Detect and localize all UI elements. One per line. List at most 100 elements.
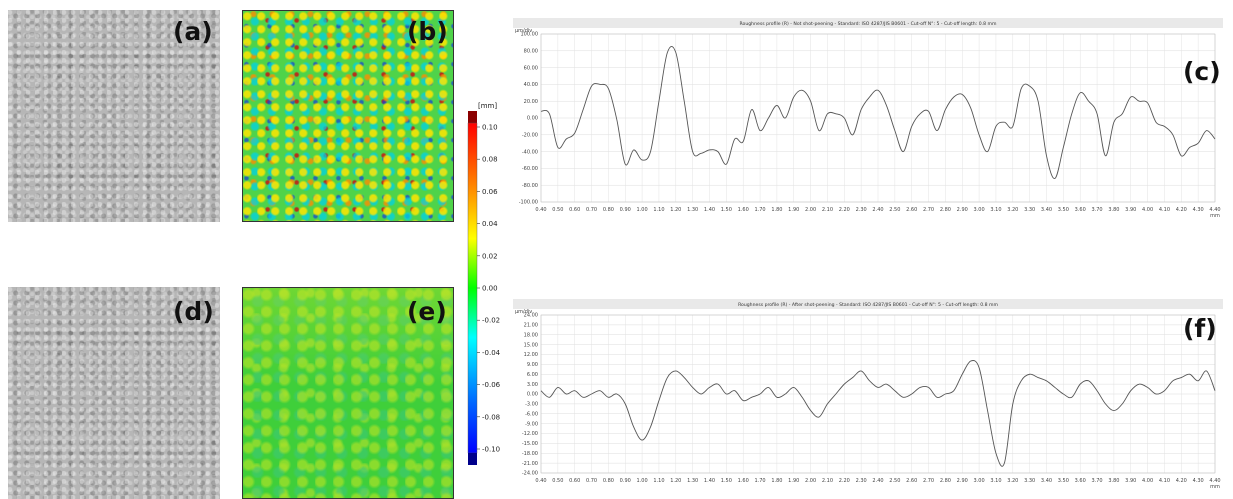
y-tick-label: -12.00 xyxy=(522,431,538,437)
colorbar-tick-label: 0.10 xyxy=(482,124,498,132)
x-tick-label: 3.00 xyxy=(974,207,985,213)
colorbar-bottom-cap xyxy=(468,453,477,465)
y-tick-label: -18.00 xyxy=(522,451,538,457)
colorbar: [mm] 0.10 0.08 0.06 0.04 0.02 0.00 -0.02 -0.04 -… xyxy=(467,102,501,465)
x-tick-label: 3.70 xyxy=(1091,478,1102,484)
y-tick-label: 0.00 xyxy=(527,392,538,398)
x-tick-label: 0.90 xyxy=(620,207,631,213)
x-tick-label: 0.40 xyxy=(535,207,546,213)
chart-title-bar xyxy=(513,299,1223,309)
x-tick-label: 4.40 xyxy=(1209,478,1220,484)
y-tick-label: 40.00 xyxy=(524,82,538,88)
x-tick-label: 3.30 xyxy=(1024,478,1035,484)
x-tick-label: 2.50 xyxy=(889,207,900,213)
x-tick-label: 3.00 xyxy=(974,478,985,484)
x-tick-label: 4.00 xyxy=(1142,207,1153,213)
x-tick-label: 2.60 xyxy=(906,478,917,484)
x-tick-label: 1.70 xyxy=(754,207,765,213)
y-tick-label: -100.00 xyxy=(519,200,538,206)
x-axis-label: mm xyxy=(1210,213,1220,218)
deviation-map-e xyxy=(242,287,454,499)
x-tick-label: 1.70 xyxy=(754,478,765,484)
x-tick-label: 3.50 xyxy=(1058,207,1069,213)
x-tick-label: 1.50 xyxy=(721,478,732,484)
x-tick-label: 3.10 xyxy=(990,478,1001,484)
colorbar-unit: [mm] xyxy=(478,102,497,110)
y-tick-label: 21.00 xyxy=(524,323,538,329)
y-tick-label: -21.00 xyxy=(522,461,538,467)
x-tick-label: 0.90 xyxy=(620,478,631,484)
y-tick-label: 18.00 xyxy=(524,332,538,338)
y-axis-label: µm/div xyxy=(515,28,532,34)
x-tick-label: 3.60 xyxy=(1075,207,1086,213)
x-tick-label: 2.70 xyxy=(923,478,934,484)
x-tick-label: 3.20 xyxy=(1007,207,1018,213)
x-tick-label: 4.20 xyxy=(1176,478,1187,484)
colorbar-gradient xyxy=(467,122,478,454)
x-tick-label: 4.20 xyxy=(1176,207,1187,213)
y-tick-label: -40.00 xyxy=(522,149,538,155)
y-tick-label: 20.00 xyxy=(524,99,538,105)
x-tick-label: 1.90 xyxy=(788,207,799,213)
y-tick-label: 15.00 xyxy=(524,342,538,348)
y-tick-label: 24.00 xyxy=(524,313,538,319)
colorbar-tick-label: 0.08 xyxy=(482,156,498,164)
x-tick-label: 3.50 xyxy=(1058,478,1069,484)
x-tick-label: 2.00 xyxy=(805,207,816,213)
x-tick-label: 1.20 xyxy=(670,478,681,484)
x-tick-label: 2.90 xyxy=(957,207,968,213)
x-tick-label: 2.40 xyxy=(872,478,883,484)
x-tick-label: 3.70 xyxy=(1091,207,1102,213)
roughness-profile-chart-f: Roughness profile (R) - After shot-peeni… xyxy=(513,299,1223,489)
x-tick-label: 3.80 xyxy=(1108,478,1119,484)
x-tick-label: 1.10 xyxy=(653,478,664,484)
x-tick-label: 4.00 xyxy=(1142,478,1153,484)
colorbar-tick-label: 0.00 xyxy=(482,285,498,293)
x-tick-label: 1.00 xyxy=(637,207,648,213)
y-tick-label: 80.00 xyxy=(524,49,538,55)
y-tick-label: -80.00 xyxy=(522,183,538,189)
y-tick-label: -20.00 xyxy=(522,133,538,139)
y-tick-label: -24.00 xyxy=(522,471,538,477)
x-tick-label: 2.70 xyxy=(923,207,934,213)
x-tick-label: 1.40 xyxy=(704,478,715,484)
x-tick-label: 2.30 xyxy=(856,207,867,213)
y-tick-label: 12.00 xyxy=(524,352,538,358)
y-tick-label: 3.00 xyxy=(527,382,538,388)
plot-frame xyxy=(540,314,1216,474)
colorbar-tick-label: -0.08 xyxy=(482,413,500,421)
x-tick-label: 1.60 xyxy=(738,478,749,484)
x-tick-label: 3.20 xyxy=(1007,478,1018,484)
panel-label-b: (b) xyxy=(407,17,448,46)
x-tick-label: 2.60 xyxy=(906,207,917,213)
y-tick-label: 60.00 xyxy=(524,65,538,71)
x-tick-label: 1.40 xyxy=(704,207,715,213)
x-tick-label: 3.40 xyxy=(1041,478,1052,484)
x-tick-label: 3.80 xyxy=(1108,207,1119,213)
roughness-profile-line xyxy=(540,360,1216,467)
x-tick-label: 4.40 xyxy=(1209,207,1220,213)
colorbar-tick-label: 0.04 xyxy=(482,220,498,228)
x-tick-label: 3.10 xyxy=(990,207,1001,213)
x-tick-label: 0.40 xyxy=(535,478,546,484)
colorbar-top-cap xyxy=(468,111,477,123)
x-tick-label: 0.70 xyxy=(586,478,597,484)
x-tick-label: 3.90 xyxy=(1125,207,1136,213)
x-tick-label: 3.90 xyxy=(1125,478,1136,484)
x-tick-label: 2.80 xyxy=(940,478,951,484)
x-tick-label: 4.10 xyxy=(1159,207,1170,213)
x-tick-label: 3.30 xyxy=(1024,207,1035,213)
x-tick-label: 0.60 xyxy=(569,478,580,484)
surface-image-d xyxy=(8,287,220,499)
colorbar-tick-label: 0.06 xyxy=(482,188,498,196)
y-tick-label: 9.00 xyxy=(527,362,538,368)
x-tick-label: 1.10 xyxy=(653,207,664,213)
deviation-map-e-shade xyxy=(243,288,453,498)
x-tick-label: 2.20 xyxy=(839,478,850,484)
x-tick-label: 2.20 xyxy=(839,207,850,213)
x-tick-label: 1.50 xyxy=(721,207,732,213)
x-tick-label: 2.10 xyxy=(822,207,833,213)
x-tick-label: 1.60 xyxy=(738,207,749,213)
chart-title-bar xyxy=(513,18,1223,28)
chart-title: Roughness profile (R) - Not shot-peening… xyxy=(740,21,997,27)
